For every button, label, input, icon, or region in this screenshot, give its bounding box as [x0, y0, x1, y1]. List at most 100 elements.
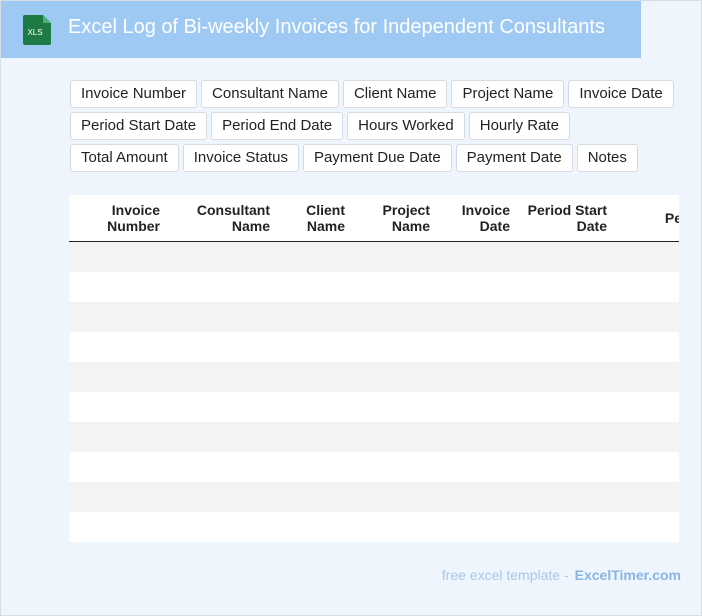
icon-label: XLS — [27, 28, 42, 37]
table-cell — [276, 452, 351, 482]
table: Invoice Number Consultant Name Client Name… — [69, 195, 679, 542]
table-cell — [166, 512, 276, 542]
table-cell — [166, 272, 276, 302]
header: XLS Excel Log of Bi-weekly Invoices for … — [1, 1, 641, 58]
column-header: Period End Date — [613, 195, 679, 242]
column-header: Invoice Number — [69, 195, 166, 242]
table-cell — [351, 301, 436, 332]
table-cell — [613, 392, 679, 422]
table-cell — [613, 332, 679, 362]
table-cell — [69, 481, 166, 512]
table-cell — [351, 332, 436, 362]
table-cell — [166, 481, 276, 512]
xls-icon: XLS — [23, 15, 51, 45]
table-cell — [436, 332, 516, 362]
field-tag: Invoice Number — [70, 80, 198, 108]
field-tag: Period End Date — [211, 112, 344, 140]
table-cell — [276, 361, 351, 392]
field-tag: Project Name — [451, 80, 565, 108]
table-cell — [613, 512, 679, 542]
table-cell — [276, 301, 351, 332]
table-cell — [436, 392, 516, 422]
footer: free excel template - ExcelTimer.com — [442, 567, 681, 583]
field-tag: Notes — [576, 144, 638, 172]
table-cell — [351, 512, 436, 542]
table-cell — [436, 512, 516, 542]
table-cell — [436, 272, 516, 302]
header-row: Invoice Number Consultant Name Client Name… — [69, 195, 679, 242]
table-cell — [516, 452, 613, 482]
table-cell — [166, 241, 276, 272]
table-cell — [69, 452, 166, 482]
field-tag: Client Name — [342, 80, 448, 108]
table-cell — [276, 421, 351, 452]
table-cell — [613, 272, 679, 302]
field-tags: Invoice Number Consultant Name Client Name… — [70, 80, 676, 172]
field-tag: Payment Date — [455, 144, 573, 172]
field-tag: Consultant Name — [201, 80, 339, 108]
table-cell — [516, 272, 613, 302]
table-row — [69, 361, 679, 392]
table-cell — [351, 452, 436, 482]
table-cell — [69, 301, 166, 332]
table-row — [69, 481, 679, 512]
table-row — [69, 392, 679, 422]
column-header: Client Name — [276, 195, 351, 242]
table-cell — [613, 241, 679, 272]
field-tag: Total Amount — [70, 144, 179, 172]
table-wrap: Invoice Number Consultant Name Client Name… — [69, 195, 679, 542]
table-row — [69, 512, 679, 542]
table-cell — [166, 301, 276, 332]
field-tag: Hours Worked — [347, 112, 465, 140]
table-cell — [516, 301, 613, 332]
table-row — [69, 452, 679, 482]
table-cell — [516, 481, 613, 512]
table-cell — [436, 361, 516, 392]
table-cell — [276, 332, 351, 362]
table-cell — [613, 301, 679, 332]
table-cell — [516, 361, 613, 392]
table-cell — [276, 272, 351, 302]
table-cell — [516, 421, 613, 452]
table-row — [69, 301, 679, 332]
table-row — [69, 241, 679, 272]
table-cell — [351, 272, 436, 302]
title: Excel Log of Bi-weekly Invoices for Inde… — [68, 16, 605, 38]
field-tag: Hourly Rate — [468, 112, 570, 140]
table-cell — [613, 361, 679, 392]
table-cell — [436, 241, 516, 272]
table-cell — [69, 392, 166, 422]
table-cell — [69, 272, 166, 302]
table-cell — [516, 332, 613, 362]
table-cell — [436, 301, 516, 332]
field-tag: Period Start Date — [70, 112, 208, 140]
field-tag: Invoice Status — [182, 144, 299, 172]
table-cell — [166, 392, 276, 422]
field-tag: Invoice Date — [568, 80, 674, 108]
table-cell — [69, 361, 166, 392]
table-cell — [436, 421, 516, 452]
table-cell — [613, 421, 679, 452]
footer-link[interactable]: ExcelTimer.com — [574, 567, 681, 583]
column-header: Project Name — [351, 195, 436, 242]
table-cell — [351, 241, 436, 272]
table-row — [69, 332, 679, 362]
table-row — [69, 272, 679, 302]
table-cell — [516, 512, 613, 542]
column-header: Consultant Name — [166, 195, 276, 242]
table-cell — [351, 481, 436, 512]
column-header: Invoice Date — [436, 195, 516, 242]
table-cell — [276, 241, 351, 272]
table-cell — [69, 332, 166, 362]
field-tag: Payment Due Date — [302, 144, 452, 172]
table-cell — [69, 512, 166, 542]
table-cell — [516, 392, 613, 422]
table-row — [69, 421, 679, 452]
table-cell — [436, 452, 516, 482]
table-cell — [69, 421, 166, 452]
table-cell — [166, 361, 276, 392]
table-cell — [166, 332, 276, 362]
table-cell — [69, 241, 166, 272]
table-cell — [166, 421, 276, 452]
